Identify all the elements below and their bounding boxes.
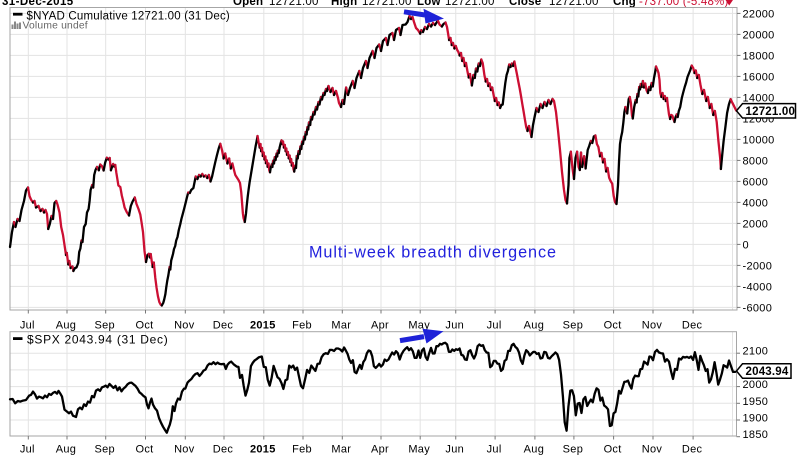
svg-text:2000: 2000 [743,379,769,391]
svg-text:Apr: Apr [371,320,389,332]
svg-text:Nov: Nov [642,320,663,332]
svg-text:-6000: -6000 [743,302,773,314]
svg-text:Chg: Chg [613,0,636,8]
svg-text:0: 0 [743,239,749,251]
svg-text:2043.94: 2043.94 [746,366,789,378]
svg-text:Jul: Jul [487,444,502,456]
svg-text:Low: Low [417,0,441,8]
svg-text:Sep: Sep [94,444,114,456]
svg-text:-737.00 (-5.48%): -737.00 (-5.48%) [639,0,729,8]
svg-text:Close: Close [509,0,541,8]
svg-text:12721.00: 12721.00 [746,106,796,118]
svg-text:Jul: Jul [487,320,502,332]
svg-text:Jun: Jun [445,320,464,332]
svg-text:May: May [408,444,430,456]
svg-text:Oct: Oct [604,320,622,332]
svg-text:Mar: Mar [331,444,351,456]
svg-text:1850: 1850 [743,429,769,441]
svg-text:31-Dec-2015: 31-Dec-2015 [2,0,74,8]
svg-text:2015: 2015 [250,444,276,456]
svg-text:6000: 6000 [743,176,769,188]
svg-text:12721.00: 12721.00 [362,0,412,8]
svg-text:Nov: Nov [174,444,195,456]
svg-text:Aug: Aug [56,444,76,456]
svg-text:Oct: Oct [135,444,153,456]
svg-text:16000: 16000 [743,71,775,83]
svg-text:Feb: Feb [292,444,312,456]
svg-text:Jun: Jun [445,444,464,456]
svg-text:22000: 22000 [743,8,775,20]
svg-text:Open: Open [233,0,263,8]
svg-text:8000: 8000 [743,155,769,167]
svg-text:2100: 2100 [743,346,769,358]
svg-text:10000: 10000 [743,134,775,146]
svg-text:Nov: Nov [174,320,195,332]
svg-text:12721.00: 12721.00 [269,0,319,8]
svg-text:Sep: Sep [94,320,114,332]
svg-text:Aug: Aug [56,320,76,332]
svg-text:Dec: Dec [682,444,703,456]
svg-text:1950: 1950 [743,396,769,408]
svg-text:Jul: Jul [20,320,35,332]
svg-text:Apr: Apr [371,444,389,456]
svg-text:Nov: Nov [642,444,663,456]
svg-text:-2000: -2000 [743,260,773,272]
svg-text:20000: 20000 [743,29,775,41]
svg-text:Mar: Mar [331,320,351,332]
svg-text:$SPX 2043.94 (31 Dec): $SPX 2043.94 (31 Dec) [27,333,168,347]
svg-text:Sep: Sep [563,320,583,332]
svg-text:Oct: Oct [135,320,153,332]
svg-text:Jul: Jul [20,444,35,456]
svg-text:4000: 4000 [743,197,769,209]
svg-text:12721.00: 12721.00 [549,0,599,8]
svg-text:Oct: Oct [604,444,622,456]
svg-text:1900: 1900 [743,413,769,425]
svg-text:14000: 14000 [743,92,775,104]
svg-text:-4000: -4000 [743,281,773,293]
svg-text:18000: 18000 [743,50,775,62]
svg-text:Dec: Dec [213,444,234,456]
svg-text:Multi-week breadth divergence: Multi-week breadth divergence [309,244,557,262]
svg-text:Aug: Aug [524,320,544,332]
svg-text:$NYAD Cumulative 12721.00 (31: $NYAD Cumulative 12721.00 (31 Dec) [27,10,230,22]
svg-text:Feb: Feb [292,320,312,332]
svg-text:May: May [408,320,430,332]
svg-text:Volume undef: Volume undef [23,20,88,31]
svg-text:Dec: Dec [682,320,703,332]
svg-text:Dec: Dec [213,320,234,332]
svg-text:2015: 2015 [250,320,276,332]
svg-text:2000: 2000 [743,218,769,230]
svg-text:Aug: Aug [524,444,544,456]
svg-text:12721.00: 12721.00 [445,0,495,8]
svg-text:High: High [331,0,357,8]
svg-text:Sep: Sep [563,444,583,456]
